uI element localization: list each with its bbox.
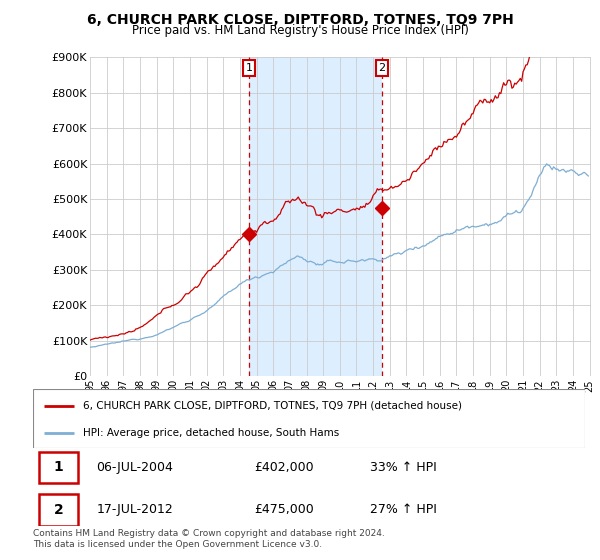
Text: 06-JUL-2004: 06-JUL-2004 bbox=[97, 461, 173, 474]
Text: 33% ↑ HPI: 33% ↑ HPI bbox=[370, 461, 436, 474]
Text: HPI: Average price, detached house, South Hams: HPI: Average price, detached house, Sout… bbox=[83, 428, 339, 438]
Text: 6, CHURCH PARK CLOSE, DIPTFORD, TOTNES, TQ9 7PH (detached house): 6, CHURCH PARK CLOSE, DIPTFORD, TOTNES, … bbox=[83, 400, 461, 410]
Text: 27% ↑ HPI: 27% ↑ HPI bbox=[370, 503, 437, 516]
Text: Contains HM Land Registry data © Crown copyright and database right 2024.
This d: Contains HM Land Registry data © Crown c… bbox=[33, 529, 385, 549]
Text: 2: 2 bbox=[53, 503, 63, 517]
Text: £402,000: £402,000 bbox=[254, 461, 313, 474]
Text: 1: 1 bbox=[245, 63, 253, 73]
Text: 17-JUL-2012: 17-JUL-2012 bbox=[97, 503, 173, 516]
FancyBboxPatch shape bbox=[38, 451, 78, 483]
Text: £475,000: £475,000 bbox=[254, 503, 314, 516]
Text: 1: 1 bbox=[53, 460, 63, 474]
Bar bbox=[249, 57, 382, 376]
Text: 6, CHURCH PARK CLOSE, DIPTFORD, TOTNES, TQ9 7PH: 6, CHURCH PARK CLOSE, DIPTFORD, TOTNES, … bbox=[86, 13, 514, 27]
Text: 2: 2 bbox=[379, 63, 386, 73]
Text: Price paid vs. HM Land Registry's House Price Index (HPI): Price paid vs. HM Land Registry's House … bbox=[131, 24, 469, 37]
FancyBboxPatch shape bbox=[38, 494, 78, 526]
